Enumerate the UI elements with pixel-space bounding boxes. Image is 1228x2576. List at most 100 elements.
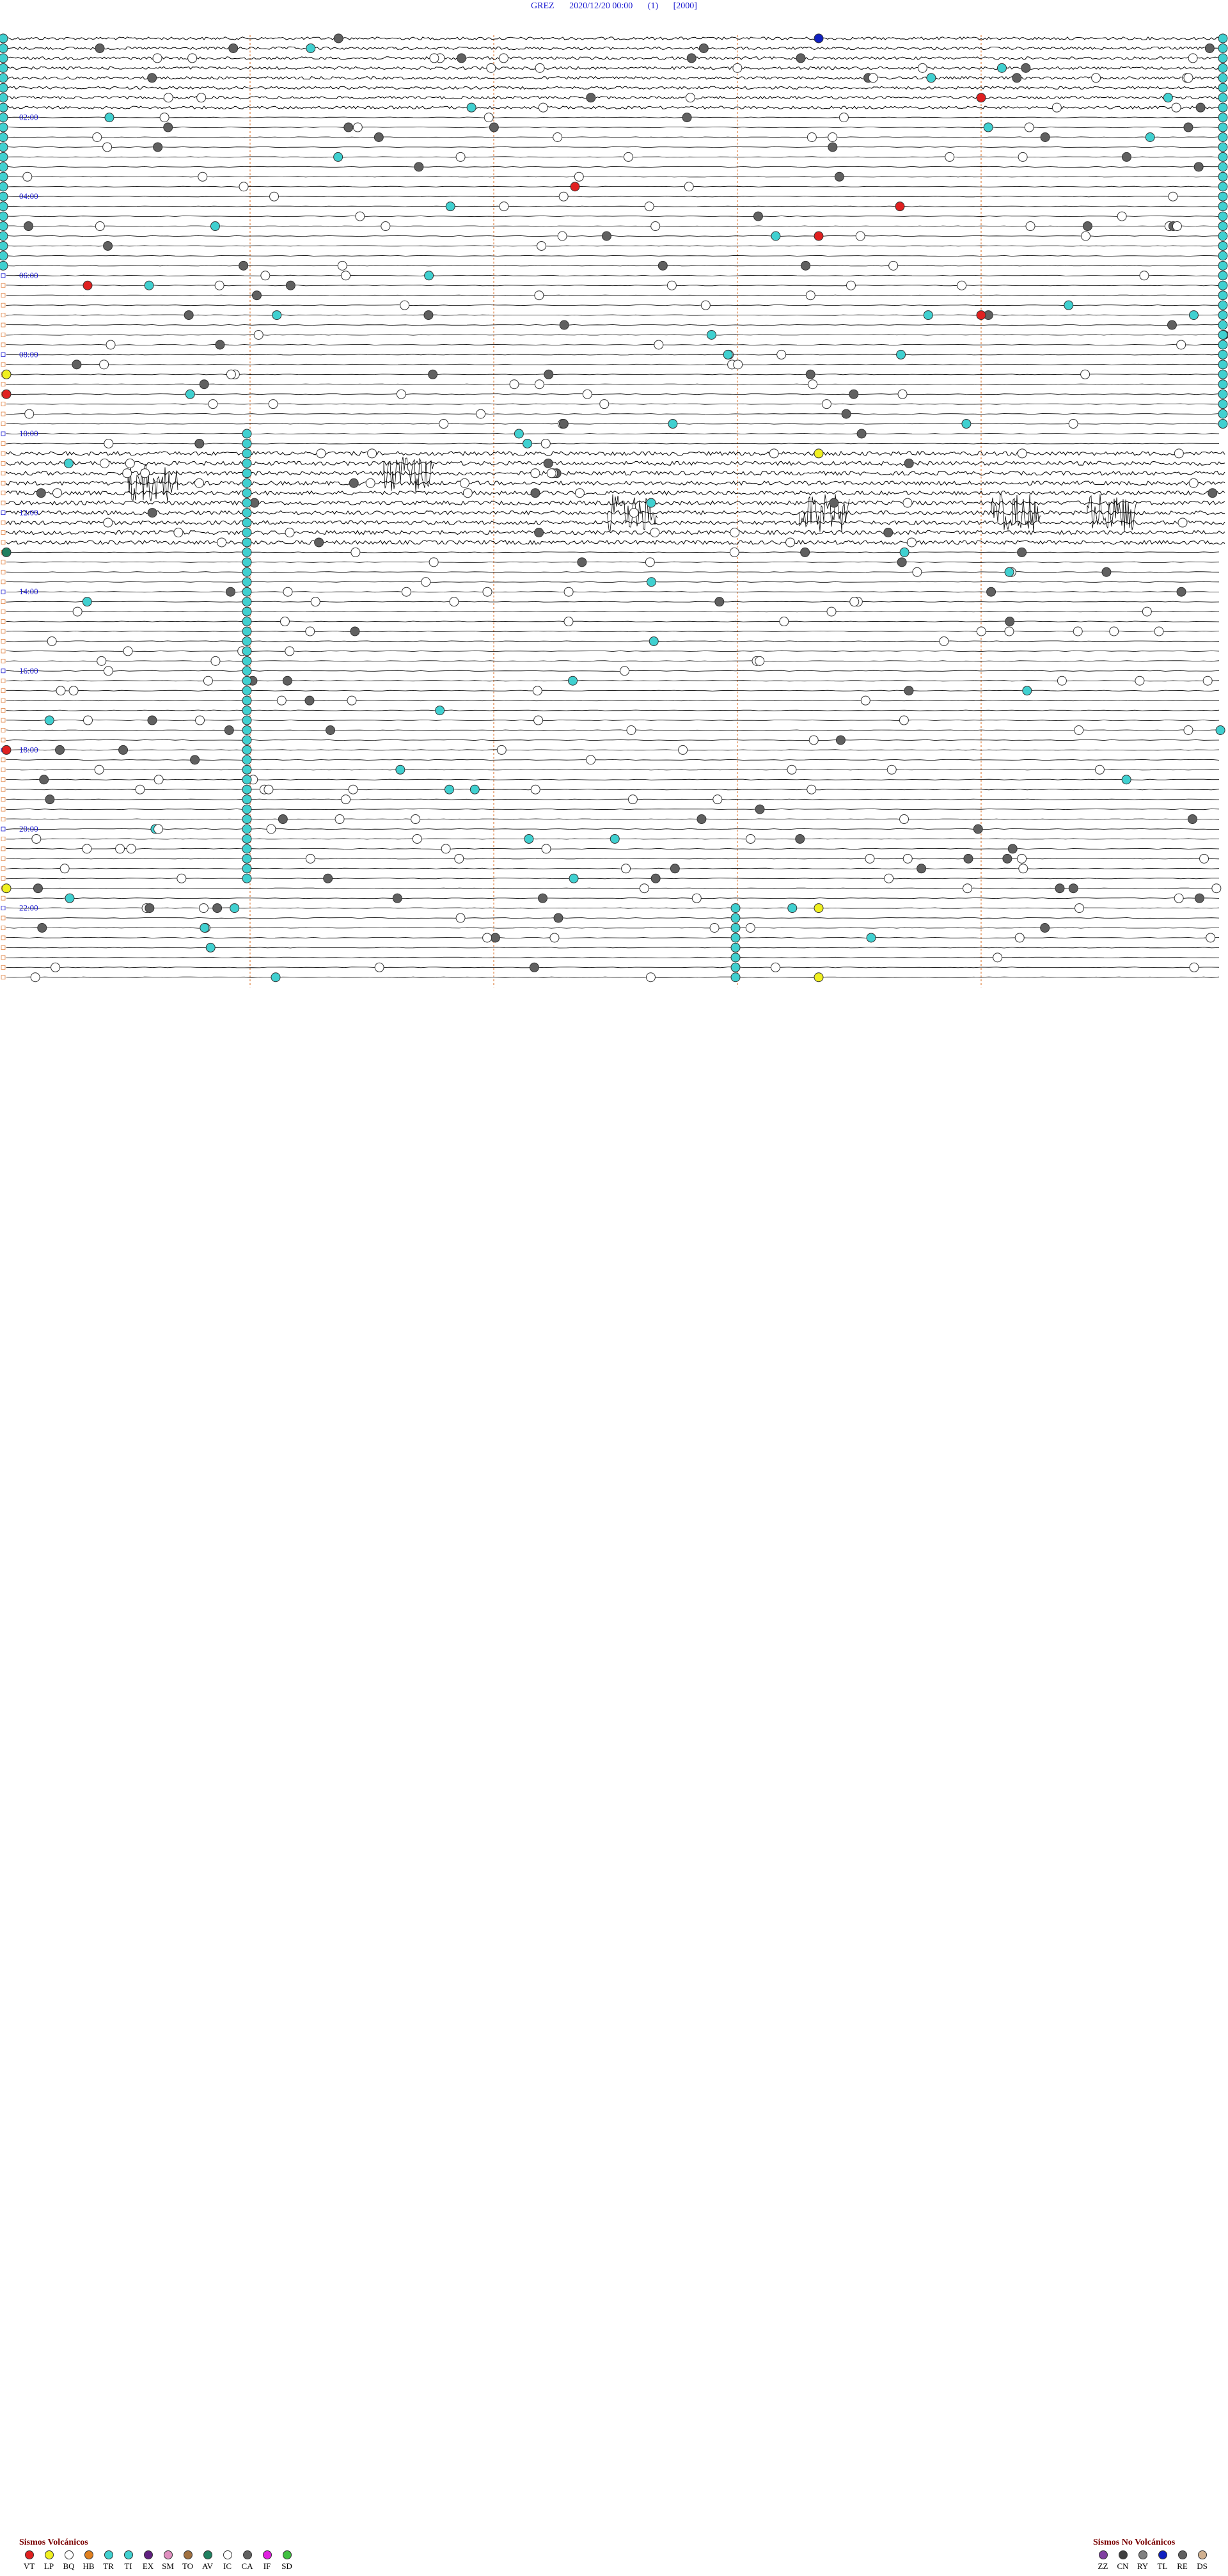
event-marker-ti xyxy=(0,93,8,103)
trace-line xyxy=(6,640,1220,642)
event-marker-ti xyxy=(771,231,781,241)
event-marker-ca xyxy=(601,231,611,241)
event-marker-ti xyxy=(1022,686,1032,696)
event-marker-ti xyxy=(272,310,282,320)
legend-code-label: RE xyxy=(1177,2561,1188,2571)
event-marker-ca xyxy=(883,528,893,537)
event-marker-vt xyxy=(976,310,986,320)
event-marker-ti xyxy=(242,537,252,548)
event-marker-ti xyxy=(242,468,252,478)
event-marker-ic xyxy=(846,280,856,290)
event-marker-ca xyxy=(1195,102,1206,113)
event-marker-ti xyxy=(44,715,54,725)
legend-dot-tl xyxy=(1158,2550,1167,2559)
event-marker-ca xyxy=(1208,488,1218,498)
legend-dot-ex xyxy=(143,2550,153,2559)
trace-line xyxy=(6,374,1220,375)
event-marker-ti xyxy=(1218,320,1228,330)
event-marker-ti xyxy=(306,43,316,53)
event-marker-ic xyxy=(123,646,133,656)
row-marker xyxy=(1,540,6,545)
event-marker-ic xyxy=(746,834,756,844)
event-marker-ti xyxy=(1218,182,1228,192)
legend-item-if: IF xyxy=(257,2550,277,2572)
legend-item-lp: LP xyxy=(39,2550,59,2572)
event-marker-ti xyxy=(242,873,252,883)
event-marker-ti xyxy=(0,102,8,113)
event-marker-ti xyxy=(866,933,876,943)
row-marker xyxy=(1,817,6,821)
event-marker-ca xyxy=(553,913,563,923)
non-volcanic-legend-items: ZZ CN RY TL RE DS xyxy=(1093,2550,1212,2572)
event-marker-ic xyxy=(807,132,817,142)
event-marker-ic xyxy=(639,883,649,894)
event-marker-ti xyxy=(1004,567,1014,577)
event-marker-ic xyxy=(1188,53,1198,63)
event-marker-ti xyxy=(0,73,8,83)
event-marker-ca xyxy=(304,695,315,706)
event-marker-ca xyxy=(490,933,500,943)
event-marker-ic xyxy=(868,73,878,83)
event-marker-ic xyxy=(1025,221,1035,232)
trace-line xyxy=(6,867,1220,869)
event-marker-ic xyxy=(95,221,105,232)
trace-line xyxy=(6,136,1220,138)
event-marker-ca xyxy=(1068,883,1078,894)
event-marker-ti xyxy=(271,972,281,983)
legend-code-label: TR xyxy=(103,2561,114,2571)
event-marker-ti xyxy=(961,419,972,429)
event-marker-ti xyxy=(200,923,210,933)
event-marker-ic xyxy=(1018,152,1028,162)
event-marker-ti xyxy=(1188,310,1199,320)
legend-code-label: BQ xyxy=(63,2561,75,2571)
event-marker-ic xyxy=(902,498,913,508)
event-marker-ca xyxy=(190,755,200,765)
event-marker-ca xyxy=(1012,73,1022,83)
row-marker xyxy=(1,569,6,574)
event-marker-ic xyxy=(1171,102,1181,113)
event-marker-ti xyxy=(1218,43,1228,53)
event-marker-ic xyxy=(1080,231,1090,241)
event-marker-ic xyxy=(154,775,164,785)
trace-line xyxy=(6,789,1220,791)
trace-line xyxy=(6,500,1225,506)
event-marker-ic xyxy=(963,883,973,894)
event-marker-ic xyxy=(1202,676,1213,686)
legend-dot-tr xyxy=(104,2550,113,2559)
event-marker-ti xyxy=(242,429,252,439)
event-marker-ti xyxy=(1218,73,1228,83)
event-marker-ic xyxy=(316,448,326,459)
event-marker-ic xyxy=(733,360,743,370)
trace-line xyxy=(6,443,1220,445)
event-marker-ti xyxy=(242,864,252,874)
row-marker xyxy=(1,619,6,624)
event-marker-ti xyxy=(1218,389,1228,399)
event-marker-ti xyxy=(242,498,252,508)
event-marker-ca xyxy=(199,379,209,390)
event-marker-ti xyxy=(1145,132,1155,142)
event-marker-ti xyxy=(0,211,8,221)
event-marker-ic xyxy=(533,715,544,725)
event-marker-ic xyxy=(1188,478,1199,488)
event-marker-ic xyxy=(902,853,913,864)
legend-code-label: IC xyxy=(223,2561,232,2571)
event-marker-ti xyxy=(1218,349,1228,360)
event-marker-ic xyxy=(482,933,492,943)
event-marker-ca xyxy=(670,864,680,874)
event-marker-ca xyxy=(795,834,805,844)
row-marker xyxy=(1,906,6,910)
trace-line xyxy=(6,274,1219,276)
event-marker-ca xyxy=(986,587,996,597)
event-marker-ca xyxy=(282,676,292,686)
event-marker-ti xyxy=(242,695,252,706)
time-label: 12:00 xyxy=(19,508,38,518)
event-marker-ic xyxy=(574,488,585,498)
event-marker-ic xyxy=(68,686,79,696)
event-marker-ca xyxy=(147,715,157,725)
event-marker-ic xyxy=(260,271,271,281)
event-marker-ic xyxy=(509,379,519,390)
trace-line xyxy=(6,324,1220,326)
event-marker-ic xyxy=(279,617,290,627)
event-marker-ti xyxy=(242,488,252,498)
row-marker xyxy=(1,629,6,634)
